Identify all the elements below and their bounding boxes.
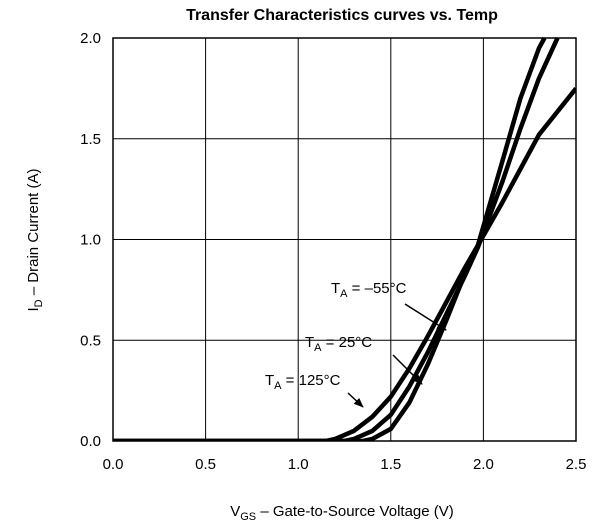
annotation-arrow-125 [347, 392, 364, 408]
y-tick-labels: 0.0 0.5 1.0 1.5 2.0 [80, 30, 101, 450]
x-axis-label: VGS – Gate-to-Source Voltage (V) [230, 503, 454, 523]
y-tick-label: 0.5 [80, 332, 101, 349]
series-line-125c [113, 36, 547, 441]
x-tick-label: 2.5 [566, 456, 587, 473]
annotation-minus55: TA = –55°C [331, 280, 407, 300]
annotation-arrow-minus55 [404, 303, 447, 331]
x-tick-label: 1.5 [380, 456, 401, 473]
x-tick-label: 0.5 [195, 456, 216, 473]
plot-frame [112, 37, 577, 442]
annotation-25: TA = 25°C [305, 334, 372, 354]
y-tick-label: 1.0 [80, 232, 101, 249]
y-tick-label: 0.0 [80, 433, 101, 450]
chart-title: Transfer Characteristics curves vs. Temp [186, 7, 498, 24]
annotation-arrow-25 [392, 354, 423, 385]
x-tick-labels: 0.0 0.5 1.0 1.5 2.0 2.5 [103, 456, 587, 473]
grid [112, 37, 577, 442]
y-tick-label: 2.0 [80, 30, 101, 47]
series-annotations: TA = –55°C TA = 25°C TA = 125°C [265, 280, 447, 408]
y-axis-label: ID – Drain Current (A) [25, 169, 45, 312]
x-tick-label: 0.0 [103, 456, 124, 473]
x-tick-label: 1.0 [288, 456, 309, 473]
annotation-125: TA = 125°C [265, 372, 341, 392]
x-tick-label: 2.0 [473, 456, 494, 473]
y-tick-label: 1.5 [80, 131, 101, 148]
